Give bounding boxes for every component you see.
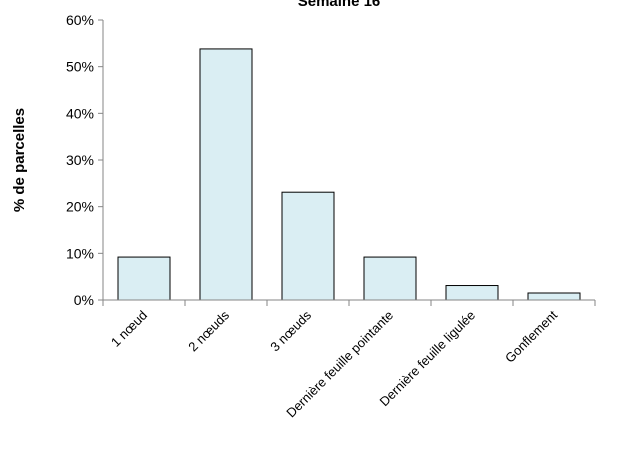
bar [117, 256, 171, 301]
y-tick-label: 10% [66, 245, 94, 261]
y-tick-label: 30% [66, 152, 94, 168]
y-tick-label: 60% [66, 12, 94, 28]
bar [363, 256, 417, 301]
y-axis-ticks: 0% 10% 20% 30% 40% 50% 60% [66, 12, 94, 308]
x-tick-label: Dernière feuille ligulée [377, 308, 479, 410]
bars [117, 48, 581, 301]
bar [281, 191, 335, 301]
chart-title: Semaine 16 [298, 0, 381, 10]
x-tick-label: 3 nœuds [267, 307, 314, 354]
y-tick-label: 40% [66, 105, 94, 121]
bar [445, 285, 499, 301]
y-axis-label: % de parcelles [11, 108, 28, 212]
x-tick-label: Gonflement [502, 307, 560, 365]
x-tick-label: 2 nœuds [185, 307, 232, 354]
y-tick-label: 0% [74, 292, 94, 308]
bar [199, 48, 253, 301]
y-tick-label: 20% [66, 199, 94, 215]
y-tick-label: 50% [66, 59, 94, 75]
axes [98, 19, 596, 306]
x-tick-label: 1 nœud [108, 308, 150, 350]
bar [527, 292, 581, 301]
